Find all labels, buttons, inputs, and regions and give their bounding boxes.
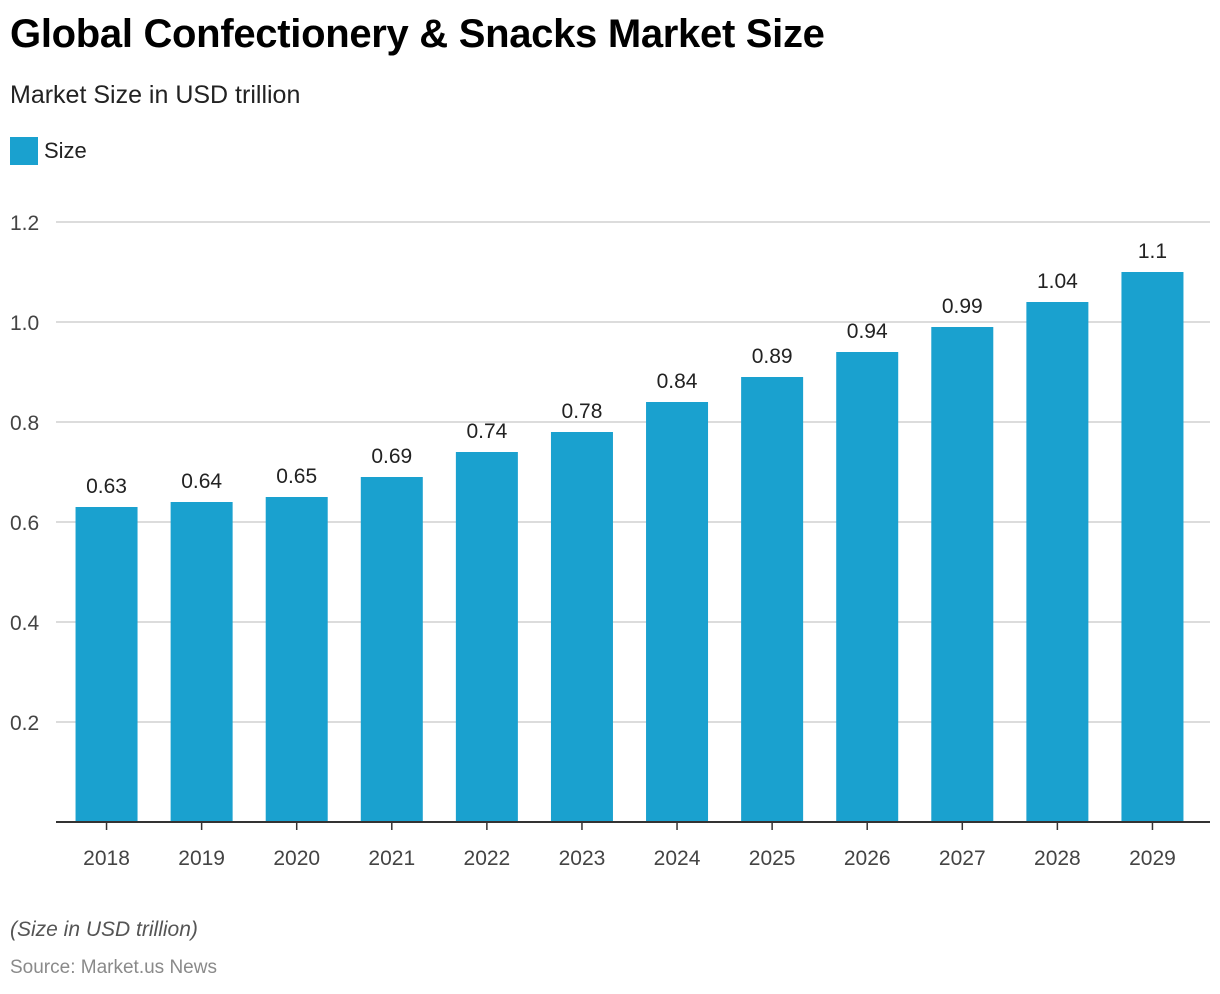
data-label: 0.78 bbox=[562, 400, 603, 423]
y-tick-label: 0.8 bbox=[10, 412, 39, 435]
x-tick-label: 2022 bbox=[464, 847, 511, 870]
data-label: 0.69 bbox=[371, 445, 412, 468]
bar bbox=[1121, 272, 1184, 822]
source-note: Source: Market.us News bbox=[10, 957, 217, 978]
y-tick-label: 0.4 bbox=[10, 612, 40, 635]
data-label: 0.63 bbox=[86, 475, 127, 498]
x-tick-label: 2020 bbox=[273, 847, 320, 870]
bar bbox=[931, 327, 994, 822]
data-label: 0.89 bbox=[752, 345, 793, 368]
x-tick-label: 2021 bbox=[368, 847, 415, 870]
y-tick-label: 0.2 bbox=[10, 712, 39, 735]
bar-chart: 0.2 0.4 0.6 0.8 1.0 1.2 0.63 2018 0.64 2019 0.65 20… bbox=[10, 212, 1210, 870]
data-label: 0.64 bbox=[181, 470, 222, 493]
bar bbox=[170, 502, 233, 822]
footnote: (Size in USD trillion) bbox=[10, 918, 198, 941]
x-tick-label: 2019 bbox=[178, 847, 225, 870]
legend-label: Size bbox=[44, 138, 87, 163]
y-tick-label: 1.2 bbox=[10, 212, 39, 235]
data-label: 1.04 bbox=[1037, 270, 1078, 293]
y-tick-label: 1.0 bbox=[10, 312, 39, 335]
bar bbox=[836, 352, 899, 822]
x-tick-label: 2026 bbox=[844, 847, 891, 870]
data-label: 0.94 bbox=[847, 320, 888, 343]
x-tick-label: 2024 bbox=[654, 847, 701, 870]
chart-subtitle: Market Size in USD trillion bbox=[10, 81, 301, 109]
data-label: 0.84 bbox=[657, 370, 698, 393]
x-tick-label: 2025 bbox=[749, 847, 796, 870]
x-tick-label: 2018 bbox=[83, 847, 130, 870]
data-label: 0.74 bbox=[466, 420, 507, 443]
bar bbox=[265, 497, 328, 822]
bar bbox=[741, 377, 804, 822]
legend: Size bbox=[10, 137, 87, 165]
bar bbox=[1026, 302, 1089, 822]
bar bbox=[550, 432, 613, 822]
y-tick-label: 0.6 bbox=[10, 512, 39, 535]
bar bbox=[455, 452, 518, 822]
data-label: 1.1 bbox=[1138, 240, 1167, 263]
x-tick-label: 2029 bbox=[1129, 847, 1176, 870]
bar bbox=[75, 507, 138, 822]
data-label: 0.99 bbox=[942, 295, 983, 318]
data-label: 0.65 bbox=[276, 465, 317, 488]
bar bbox=[646, 402, 709, 822]
x-tick-label: 2023 bbox=[559, 847, 606, 870]
x-tick-label: 2027 bbox=[939, 847, 986, 870]
bar bbox=[360, 477, 423, 822]
chart-title: Global Confectionery & Snacks Market Siz… bbox=[10, 12, 825, 56]
x-tick-label: 2028 bbox=[1034, 847, 1081, 870]
legend-swatch bbox=[10, 137, 38, 165]
